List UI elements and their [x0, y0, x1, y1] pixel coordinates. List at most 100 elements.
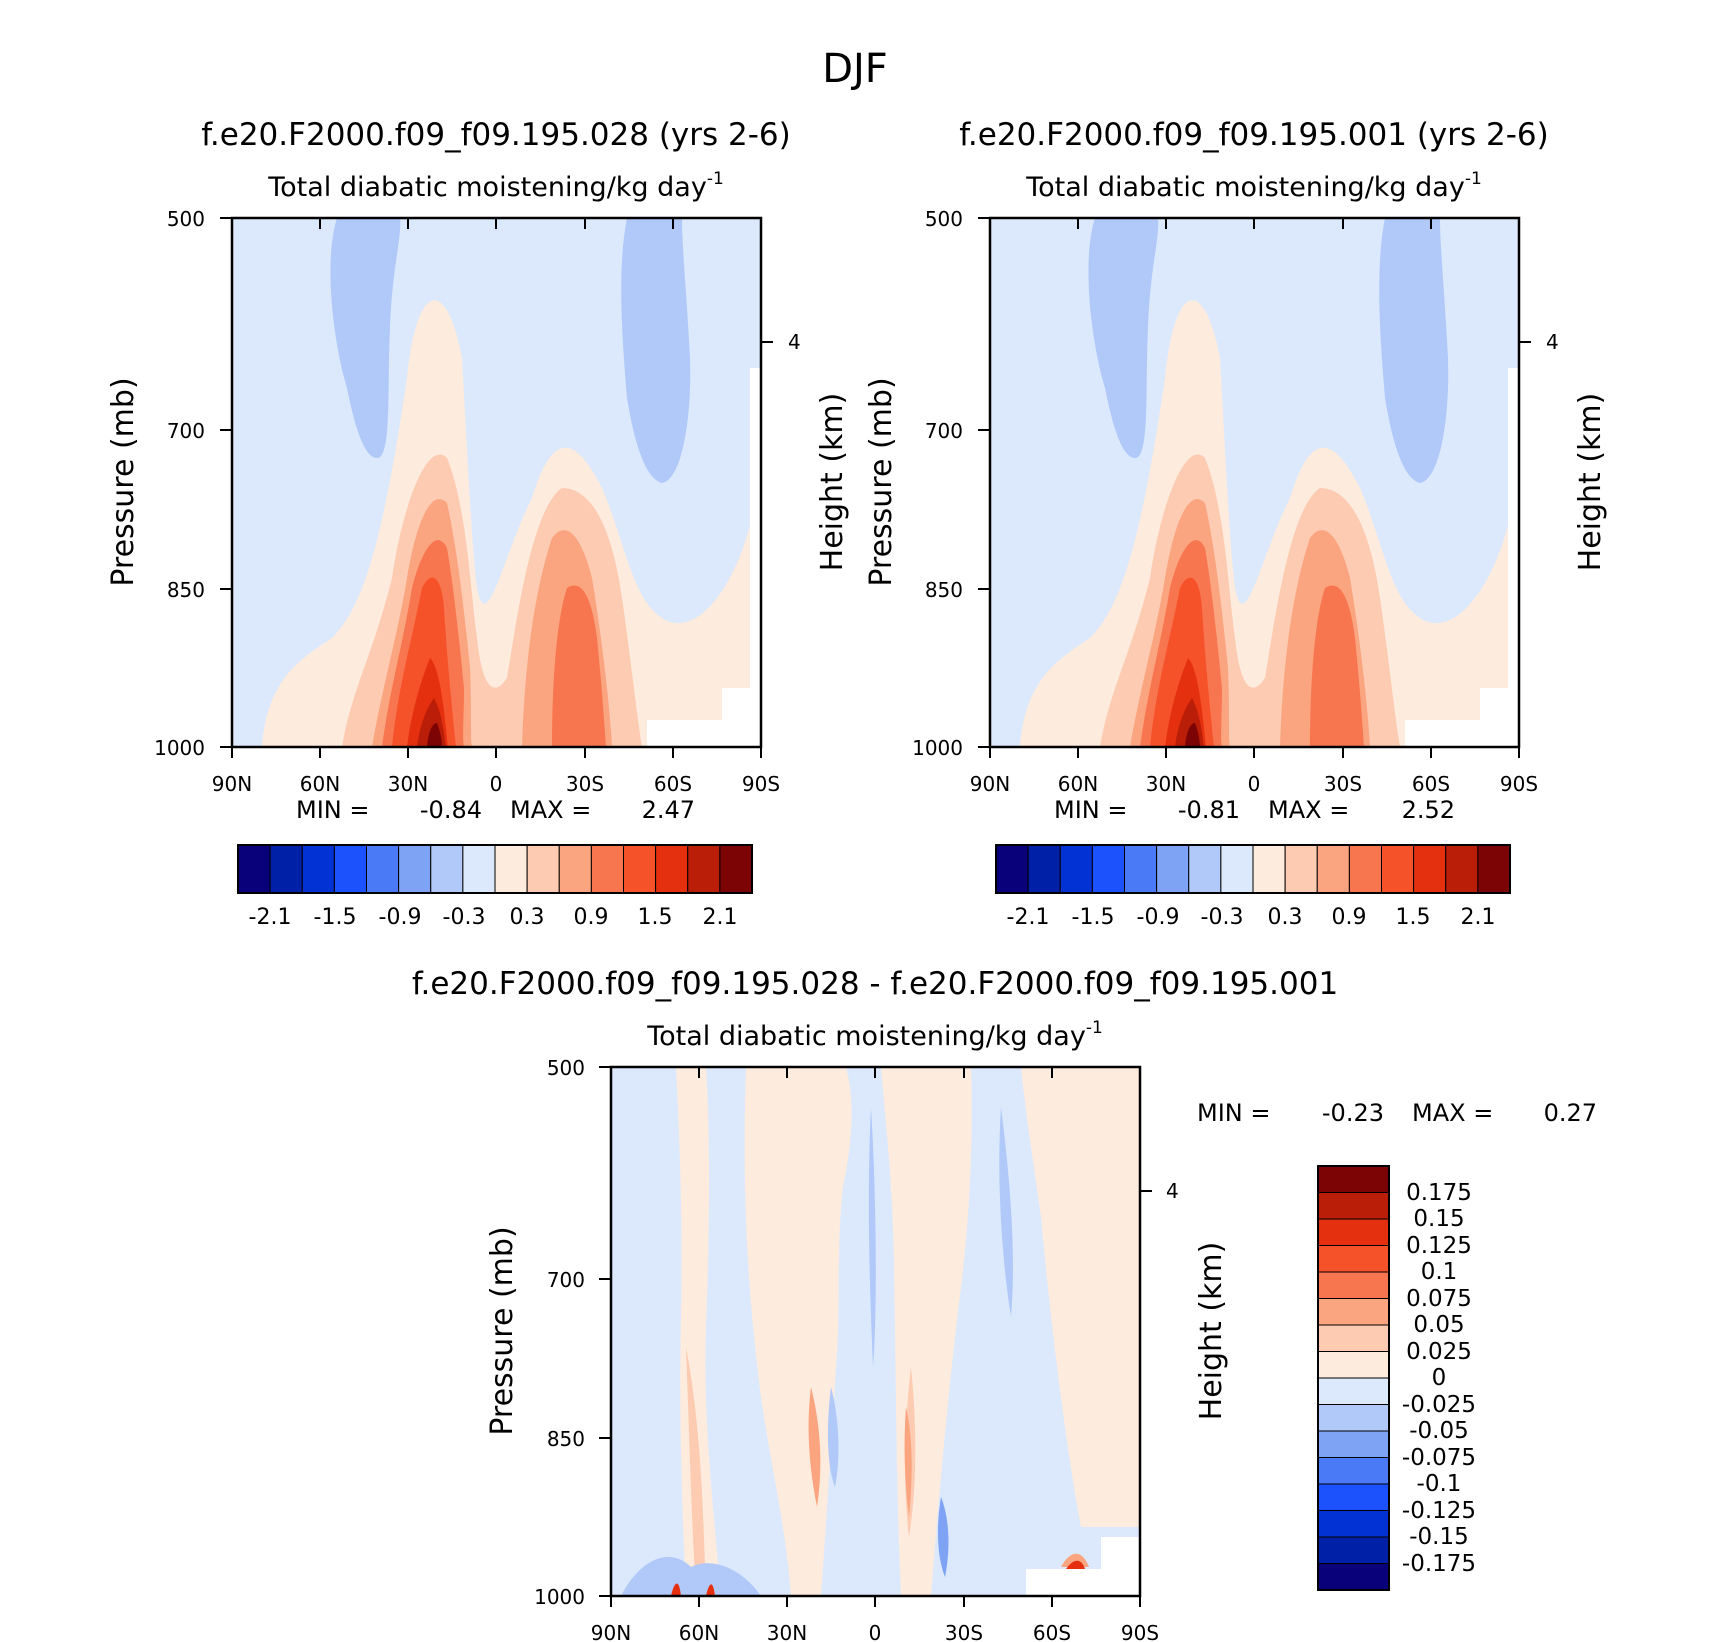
y-tick-label: 700: [925, 419, 963, 443]
y2-axis-label: Height (km): [1194, 1242, 1229, 1421]
colorbar-swatch: [333, 844, 367, 894]
colorbar-swatch: [1091, 844, 1125, 894]
colorbar-swatch: [558, 844, 592, 894]
x-tick-label: 90S: [1500, 772, 1538, 796]
colorbar-label: -2.1: [1007, 905, 1050, 930]
panel-title: f.e20.F2000.f09_f09.195.028 - f.e20.F200…: [412, 966, 1338, 1002]
y-axis-ticks: 500 700 850 1000: [534, 1056, 611, 1609]
y-axis-label: Pressure (mb): [864, 377, 899, 586]
colorbar-swatch: [1445, 844, 1479, 894]
colorbar: [995, 844, 1511, 894]
colorbar-label: 0.3: [1268, 905, 1303, 930]
max-value: 2.47: [642, 796, 695, 824]
panel-top-right: f.e20.F2000.f09_f09.195.001 (yrs 2-6) To…: [864, 117, 1608, 930]
y-axis-ticks: 500 700 850 1000: [154, 207, 232, 760]
colorbar: [1317, 1165, 1390, 1591]
contour-field: [232, 218, 761, 747]
colorbar-swatch: [1252, 844, 1286, 894]
colorbar-swatch: [1317, 1483, 1390, 1511]
colorbar-swatch: [995, 844, 1029, 894]
panel-bottom-difference: f.e20.F2000.f09_f09.195.028 - f.e20.F200…: [412, 966, 1597, 1642]
colorbar-swatch: [1316, 844, 1350, 894]
figure-title: DJF: [822, 46, 888, 92]
colorbar-label: 0.1: [1421, 1259, 1458, 1285]
colorbar-labels: 0.175 0.15 0.125 0.1 0.075 0.05 0.025 0 …: [1402, 1180, 1476, 1577]
colorbar-swatch: [1317, 1457, 1390, 1485]
x-tick-label: 30N: [767, 1621, 807, 1642]
colorbar-label: 1.5: [1396, 905, 1431, 930]
colorbar-swatch: [526, 844, 560, 894]
colorbar-label: 0.9: [574, 905, 609, 930]
colorbar-label: -1.5: [314, 905, 357, 930]
colorbar-swatch: [1317, 1430, 1390, 1458]
y-tick-label: 700: [167, 419, 205, 443]
y2-tick-label: 4: [1166, 1179, 1179, 1203]
y2-axis: 4 Height (km): [761, 330, 850, 571]
panel-title: f.e20.F2000.f09_f09.195.028 (yrs 2-6): [201, 117, 791, 153]
x-tick-label: 60S: [654, 772, 692, 796]
y2-axis: 4 Height (km): [1519, 330, 1608, 571]
colorbar-frame: [1317, 1165, 1390, 1591]
x-tick-label: 60N: [679, 1621, 719, 1642]
max-label: MAX =: [1268, 796, 1349, 824]
colorbar-label: 2.1: [703, 905, 738, 930]
x-tick-label: 0: [1248, 772, 1261, 796]
colorbar-swatch: [237, 844, 271, 894]
colorbar-swatch: [1059, 844, 1093, 894]
colorbar-swatch: [1220, 844, 1254, 894]
min-label: MIN =: [1054, 796, 1127, 824]
colorbar-label: 2.1: [1461, 905, 1496, 930]
colorbar-frame: [237, 844, 753, 894]
y-tick-label: 500: [547, 1056, 585, 1080]
max-label: MAX =: [510, 796, 591, 824]
colorbar-label: 0.15: [1413, 1206, 1464, 1232]
y2-axis-label: Height (km): [815, 393, 850, 572]
colorbar-swatch: [1156, 844, 1190, 894]
x-tick-label: 30N: [1146, 772, 1186, 796]
colorbar-swatch: [1317, 1324, 1390, 1352]
colorbar-frame: [995, 844, 1511, 894]
colorbar-swatch: [719, 844, 753, 894]
colorbar-label: -0.025: [1402, 1392, 1476, 1418]
colorbar-swatch: [655, 844, 689, 894]
y-tick-label: 700: [547, 1268, 585, 1292]
min-label: MIN =: [1197, 1099, 1270, 1127]
x-tick-label: 60S: [1033, 1621, 1071, 1642]
colorbar-swatch: [1317, 1377, 1390, 1405]
x-axis-ticks: [231, 218, 762, 758]
min-value: -0.81: [1178, 796, 1240, 824]
x-tick-label: 0: [869, 1621, 882, 1642]
colorbar-labels: -2.1 -1.5 -0.9 -0.3 0.3 0.9 1.5 2.1: [249, 905, 738, 930]
x-tick-label: 30S: [945, 1621, 983, 1642]
colorbar-label: -0.9: [1137, 905, 1180, 930]
y2-axis-label: Height (km): [1573, 393, 1608, 572]
colorbar-label: -0.075: [1402, 1445, 1476, 1471]
contour-field: [990, 218, 1519, 747]
max-label: MAX =: [1412, 1099, 1493, 1127]
colorbar-swatch: [1317, 1271, 1390, 1299]
x-tick-label: 60S: [1412, 772, 1450, 796]
colorbar-label: 0.3: [510, 905, 545, 930]
colorbar-label: 0.9: [1332, 905, 1367, 930]
colorbar-label: 0: [1432, 1365, 1447, 1391]
colorbar-label: -0.05: [1409, 1418, 1469, 1444]
colorbar-swatch: [462, 844, 496, 894]
colorbar-label: 0.075: [1406, 1286, 1472, 1312]
colorbar-label: -0.175: [1402, 1551, 1476, 1577]
min-value: -0.23: [1322, 1099, 1384, 1127]
x-tick-label: 90N: [212, 772, 252, 796]
colorbar-label: 0.05: [1413, 1312, 1464, 1338]
colorbar-swatch: [623, 844, 657, 894]
x-axis-ticks: [989, 218, 1520, 758]
y-axis-label: Pressure (mb): [485, 1226, 520, 1435]
colorbar-swatch: [1317, 1245, 1390, 1273]
colorbar-swatch: [366, 844, 400, 894]
colorbar-swatch: [269, 844, 303, 894]
colorbar: [237, 844, 753, 894]
y2-tick-label: 4: [788, 330, 801, 354]
colorbar-labels: -2.1 -1.5 -0.9 -0.3 0.3 0.9 1.5 2.1: [1007, 905, 1496, 930]
x-tick-label: 30N: [388, 772, 428, 796]
colorbar-swatch: [1317, 1192, 1390, 1220]
colorbar-label: -0.3: [443, 905, 486, 930]
